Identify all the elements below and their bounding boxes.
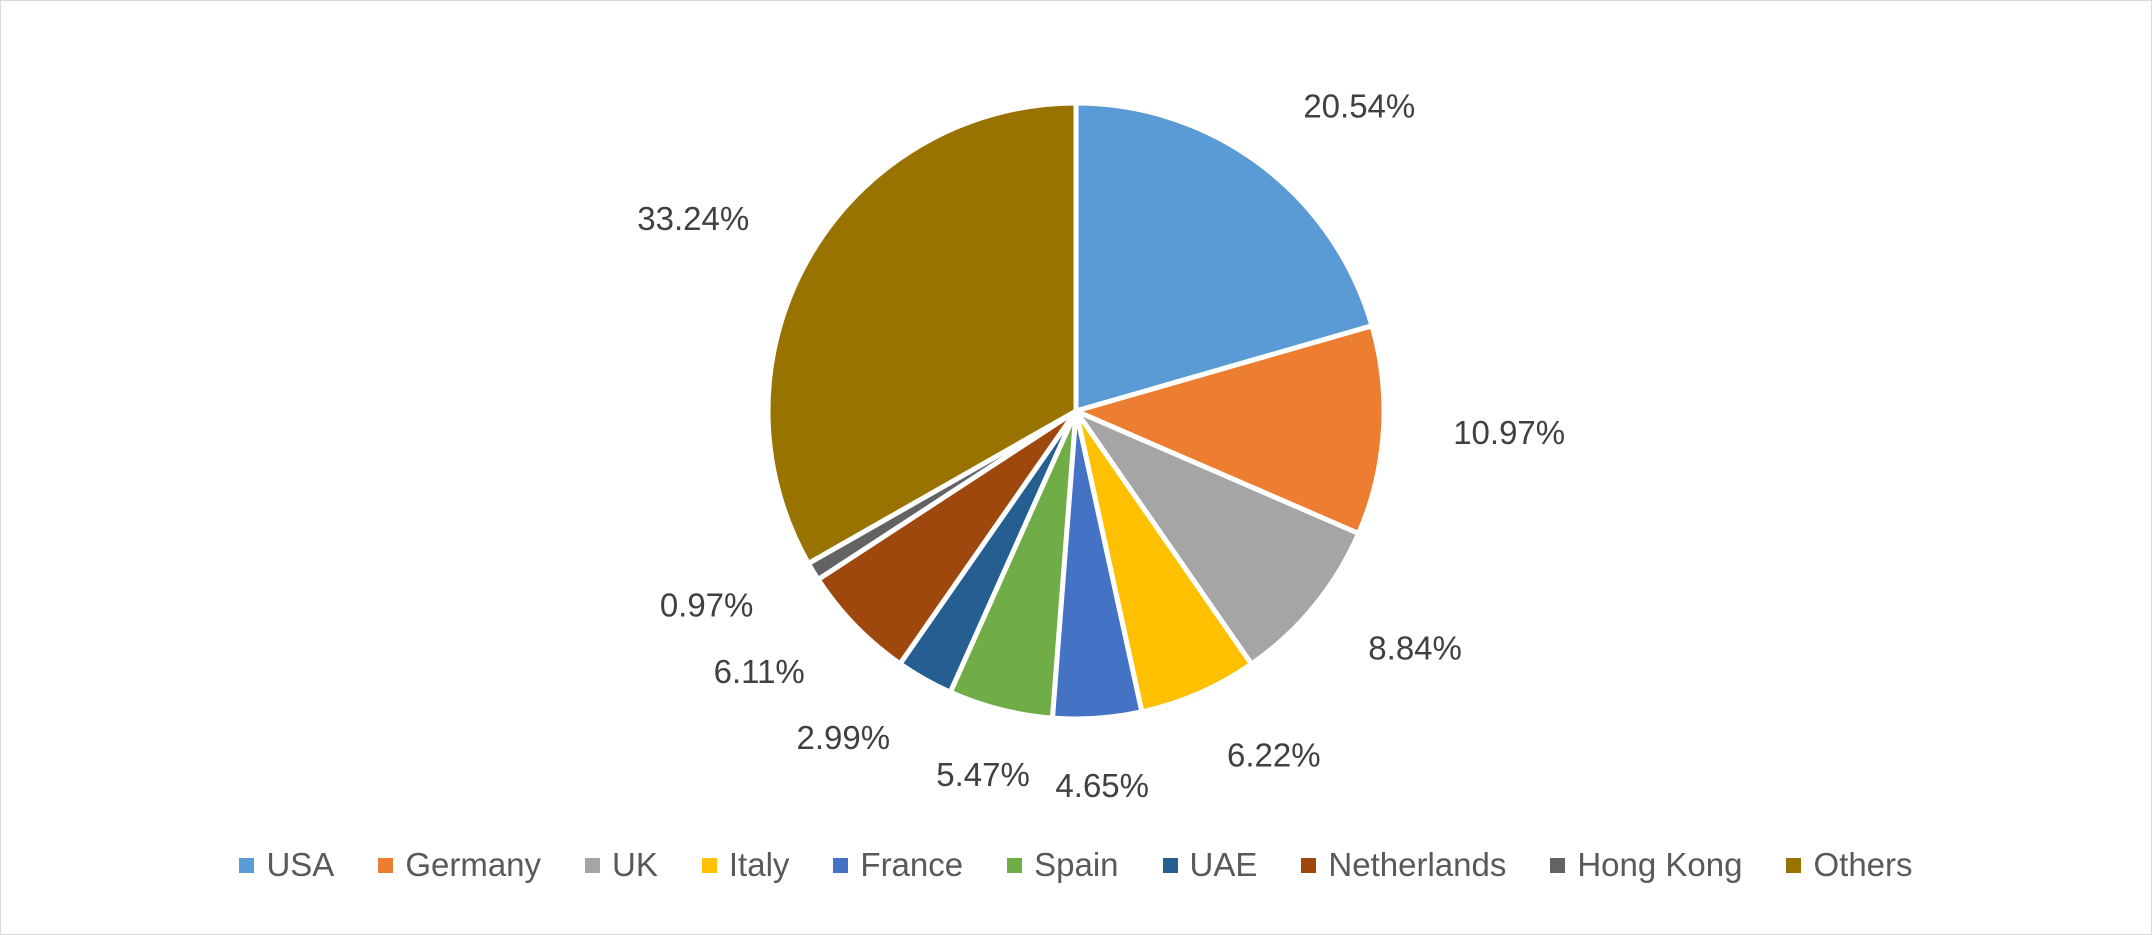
data-label: 6.11% bbox=[714, 653, 805, 690]
legend-swatch bbox=[1007, 857, 1023, 873]
data-label: 0.97% bbox=[660, 587, 754, 624]
legend-item: Others bbox=[1786, 846, 1913, 884]
legend-label: Others bbox=[1813, 846, 1913, 883]
legend: USA Germany UK Italy France Spain UAE Netherlan… bbox=[1, 846, 2151, 884]
data-label: 6.22% bbox=[1227, 736, 1321, 773]
legend-swatch bbox=[1162, 857, 1178, 873]
legend-label: Netherlands bbox=[1328, 846, 1507, 883]
legend-item: UK bbox=[585, 846, 658, 884]
legend-swatch bbox=[239, 857, 255, 873]
legend-swatch bbox=[1550, 857, 1566, 873]
legend-swatch bbox=[585, 857, 601, 873]
legend-item: Spain bbox=[1007, 846, 1119, 884]
pie-slice bbox=[1073, 323, 1387, 536]
pie-slice bbox=[1073, 408, 1362, 667]
data-label: 5.47% bbox=[936, 756, 1030, 793]
legend-item: France bbox=[833, 846, 963, 884]
pie-slice bbox=[1073, 100, 1375, 414]
data-label: 20.54% bbox=[1303, 88, 1415, 125]
legend-label: Germany bbox=[405, 846, 542, 883]
legend-item: Italy bbox=[701, 846, 790, 884]
legend-label: Hong Kong bbox=[1577, 846, 1743, 883]
data-label: 8.84% bbox=[1368, 629, 1462, 666]
legend-label: Spain bbox=[1034, 846, 1119, 883]
legend-swatch bbox=[1786, 857, 1802, 873]
legend-item: Germany bbox=[378, 846, 541, 884]
legend-swatch bbox=[833, 857, 849, 873]
chart: 20.54% 10.97% 8.84% 6.22% 4.65% 5.47% 2.99% 6.1… bbox=[637, 88, 1565, 804]
data-label: 33.24% bbox=[637, 200, 749, 237]
legend-item: Netherlands bbox=[1301, 846, 1506, 884]
legend-item: UAE bbox=[1162, 846, 1258, 884]
pie-slice bbox=[765, 100, 1079, 566]
legend-swatch bbox=[1301, 857, 1317, 873]
data-label: 4.65% bbox=[1055, 767, 1149, 804]
legend-label: France bbox=[860, 846, 964, 883]
legend-label: Italy bbox=[728, 846, 790, 883]
legend-swatch bbox=[701, 857, 717, 873]
data-label: 2.99% bbox=[796, 719, 890, 756]
legend-label: UAE bbox=[1189, 846, 1258, 883]
legend-item: Hong Kong bbox=[1550, 846, 1742, 884]
legend-label: UK bbox=[612, 846, 658, 883]
data-label: 10.97% bbox=[1453, 414, 1565, 451]
legend-label: USA bbox=[266, 846, 335, 883]
legend-swatch bbox=[378, 857, 394, 873]
legend-item: USA bbox=[239, 846, 334, 884]
